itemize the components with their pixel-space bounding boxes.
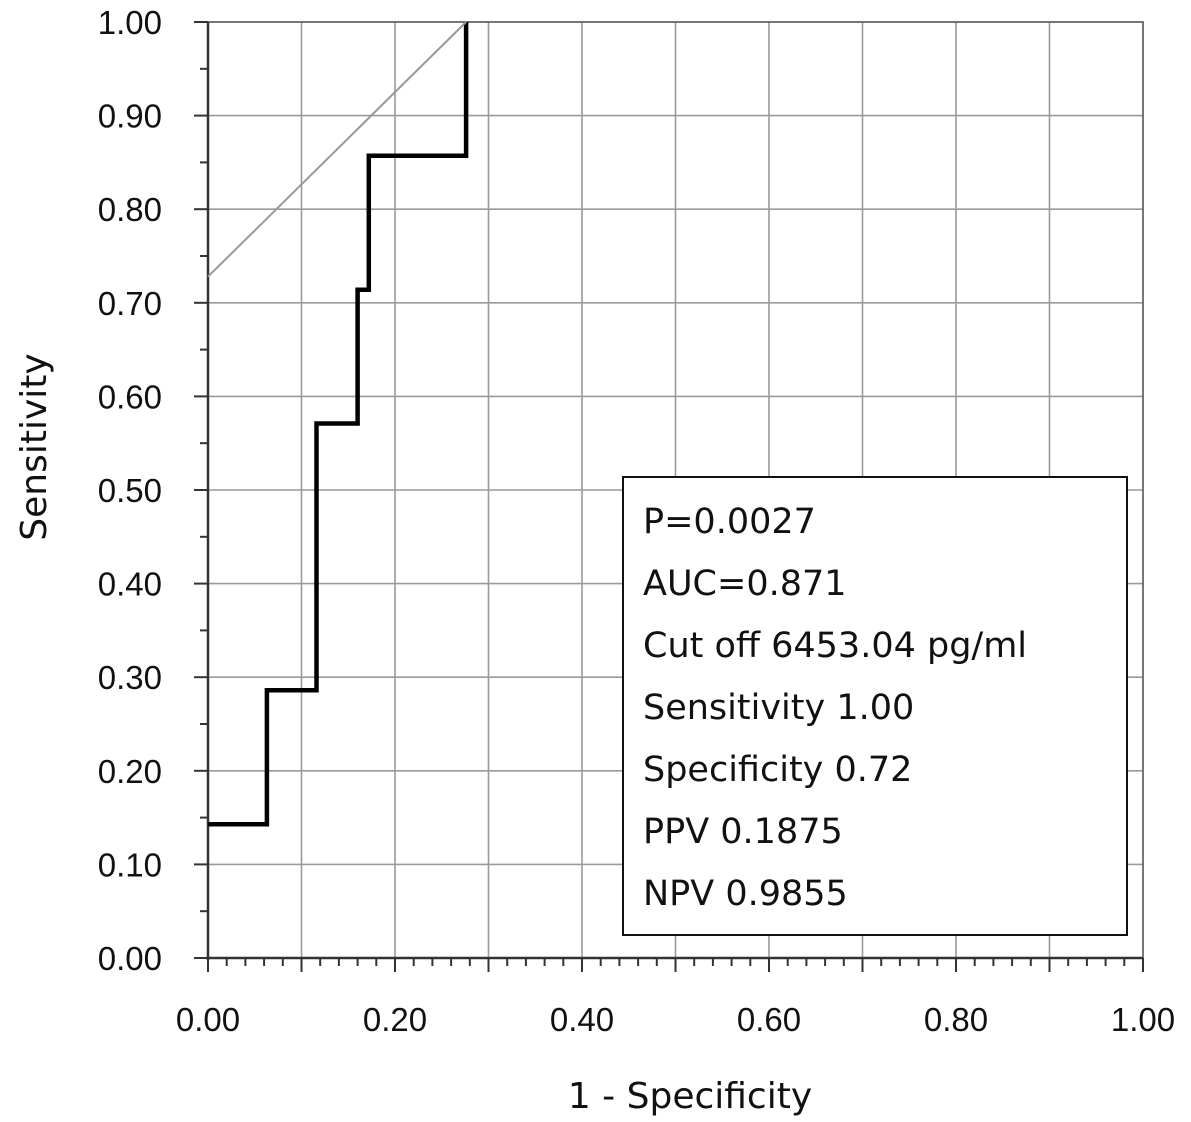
stats-line-ppv: PPV 0.1875 xyxy=(643,812,843,852)
y-axis-title: Sensitivity xyxy=(14,353,55,540)
stats-line-auc: AUC=0.871 xyxy=(643,564,847,604)
stats-box-frame xyxy=(622,476,1128,936)
x-axis-title: 1 - Specificity xyxy=(568,1076,812,1117)
stats-line-npv: NPV 0.9855 xyxy=(643,874,848,914)
x-tick-label: 0.40 xyxy=(550,1001,614,1038)
y-tick-label: 0.30 xyxy=(98,659,162,696)
stats-line-sensitivity: Sensitivity 1.00 xyxy=(643,688,914,728)
stats-line-specificity: Specificity 0.72 xyxy=(643,750,912,790)
y-tick-labels: 0.00 0.10 0.20 0.30 0.40 0.50 0.60 0.70 0.80 0.90… xyxy=(98,4,162,977)
roc-curve xyxy=(208,22,469,827)
stats-box: P=0.0027 AUC=0.871 Cut off 6453.04 pg/ml… xyxy=(622,476,1128,936)
series-layer xyxy=(207,21,469,827)
y-tick-label: 1.00 xyxy=(98,4,162,41)
y-tick-label: 0.60 xyxy=(98,378,162,415)
y-tick-label: 0.80 xyxy=(98,191,162,228)
y-tick-label: 0.90 xyxy=(98,98,162,135)
y-tick-label: 0.50 xyxy=(98,472,162,509)
minor-ticks xyxy=(194,21,1144,972)
stats-line-p-value: P=0.0027 xyxy=(643,502,816,542)
y-tick-label: 0.40 xyxy=(98,566,162,603)
y-tick-label: 0.10 xyxy=(98,846,162,883)
stats-line-cutoff: Cut off 6453.04 pg/ml xyxy=(643,626,1027,666)
x-tick-label: 0.60 xyxy=(737,1001,801,1038)
x-tick-label: 1.00 xyxy=(1111,1001,1175,1038)
y-tick-label: 0.00 xyxy=(98,940,162,977)
x-tick-label: 0.20 xyxy=(363,1001,427,1038)
x-tick-label: 0.80 xyxy=(924,1001,988,1038)
y-tick-label: 0.20 xyxy=(98,753,162,790)
axes xyxy=(206,22,1143,960)
reference-line xyxy=(207,21,467,278)
y-tick-label: 0.70 xyxy=(98,285,162,322)
x-tick-labels: 0.00 0.20 0.40 0.60 0.80 1.00 xyxy=(176,1001,1175,1038)
x-tick-label: 0.00 xyxy=(176,1001,240,1038)
